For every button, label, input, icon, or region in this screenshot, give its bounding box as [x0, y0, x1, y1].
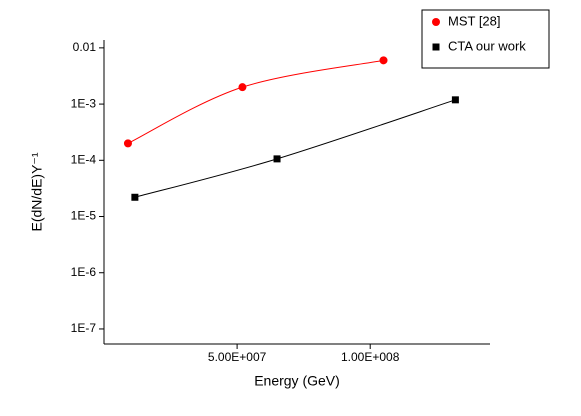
x-tick-label: 1.00E+008: [341, 350, 400, 364]
y-tick-label: 1E-3: [71, 96, 97, 110]
point: [238, 83, 247, 92]
point: [131, 193, 139, 201]
series-line: [127, 59, 384, 144]
y-tick-label: 1E-7: [71, 321, 97, 335]
point: [273, 155, 281, 163]
x-axis-label: Energy (GeV): [254, 373, 340, 389]
legend-marker: [432, 18, 440, 26]
legend-label: MST [28]: [448, 13, 501, 28]
point: [123, 139, 132, 148]
legend-label: CTA our work: [448, 38, 526, 53]
legend-marker: [432, 43, 440, 51]
point: [379, 56, 388, 65]
y-tick-label: 1E-6: [71, 265, 97, 279]
legend-box: [421, 9, 550, 69]
y-axis-label: E(dN/dE)Y⁻¹: [29, 152, 45, 231]
y-tick-label: 1E-5: [71, 209, 97, 223]
y-tick-label: 0.01: [73, 40, 97, 54]
series-line: [134, 99, 456, 198]
point: [451, 96, 459, 104]
y-tick-label: 1E-4: [71, 152, 97, 166]
x-tick-label: 5.00E+007: [208, 350, 267, 364]
